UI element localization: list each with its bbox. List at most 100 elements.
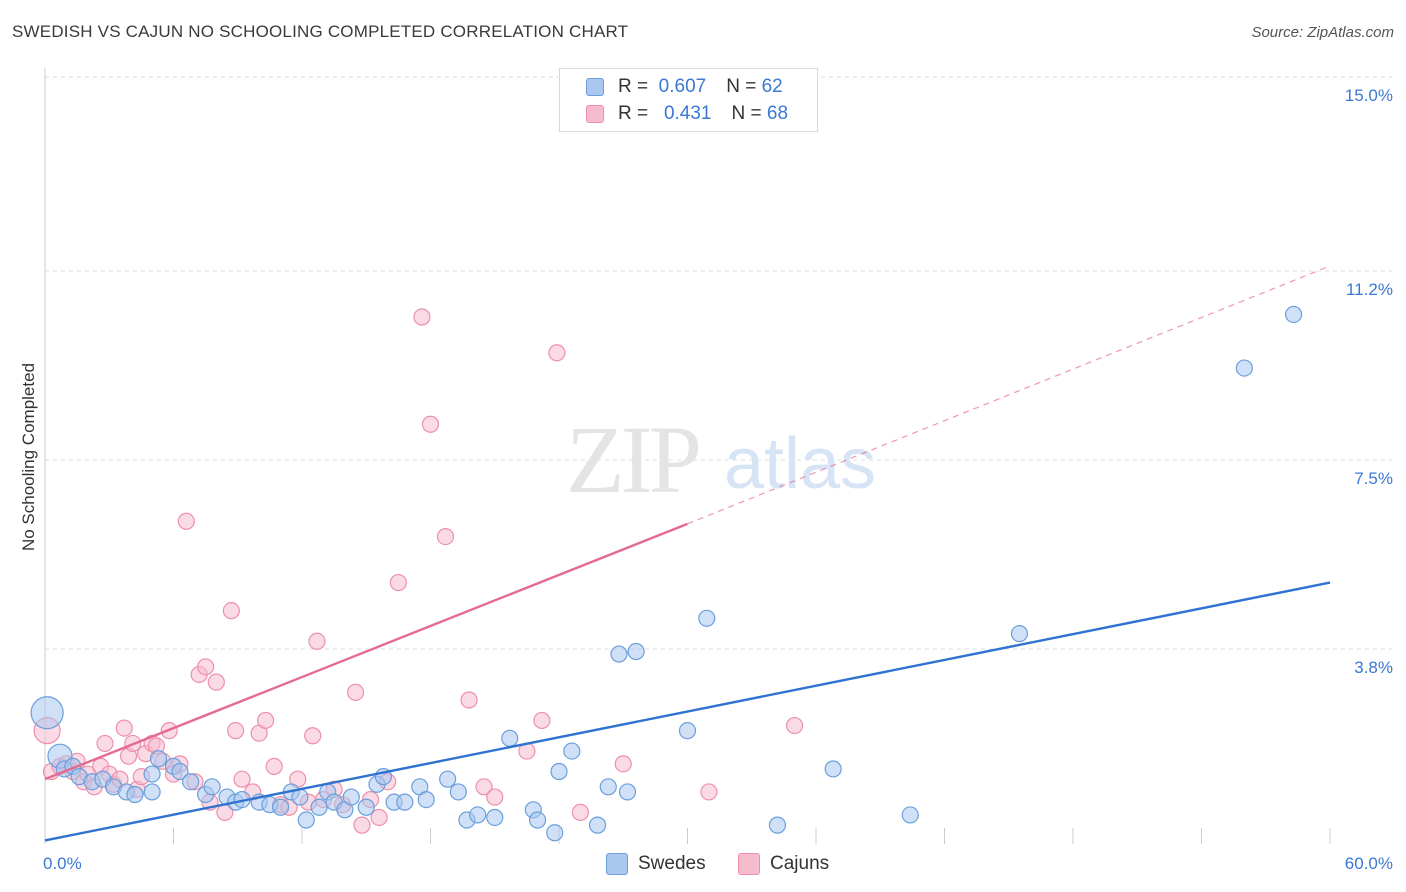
swedes-n-value: 62 xyxy=(761,76,783,97)
swede-point xyxy=(550,762,568,781)
swedes-r-value: 0.607 xyxy=(658,76,707,97)
trend-lines xyxy=(44,265,1331,842)
cajun-point xyxy=(197,658,215,676)
cajuns-trend-line xyxy=(44,522,688,781)
cajun-point xyxy=(353,816,371,834)
x-tick-label-min: 0.0% xyxy=(43,854,82,873)
swede-point xyxy=(901,806,919,824)
cajun-point xyxy=(785,716,804,735)
cajun-point xyxy=(222,602,240,620)
legend-row-swedes: R = 0.607 N = 62 xyxy=(586,75,783,99)
cajun-point xyxy=(207,673,225,691)
swede-point xyxy=(768,816,787,834)
cajun-point xyxy=(256,711,275,730)
watermark: ZIP atlas xyxy=(566,406,876,513)
cajun-point xyxy=(700,783,718,801)
swedes-r-label: R = xyxy=(618,76,649,97)
swede-point xyxy=(618,783,637,801)
swede-point xyxy=(469,806,487,824)
cajuns-points xyxy=(33,308,804,834)
watermark-atlas: atlas xyxy=(724,424,876,504)
cajun-point xyxy=(571,803,590,821)
cajun-point xyxy=(308,632,326,650)
y-tick-label: 3.8% xyxy=(1354,658,1393,677)
source-credit: Source: ZipAtlas.com xyxy=(1251,24,1394,41)
swede-point xyxy=(1284,305,1303,324)
y-axis-label: No Schooling Completed xyxy=(19,363,38,551)
swede-point xyxy=(449,783,467,801)
gridlines xyxy=(45,76,1392,650)
cajun-point xyxy=(460,691,478,709)
swede-point xyxy=(143,765,161,783)
swede-point xyxy=(143,783,161,801)
y-tick-label: 11.2% xyxy=(1346,280,1393,299)
cajun-point xyxy=(115,719,133,737)
swede-point xyxy=(297,811,315,829)
x-tick-label-max: 60.0% xyxy=(1345,854,1393,873)
cajun-point xyxy=(614,755,632,773)
cajun-point xyxy=(227,722,245,740)
swedes-swatch xyxy=(586,78,604,96)
swede-point xyxy=(396,793,414,811)
cajun-point xyxy=(370,808,388,827)
cajun-point xyxy=(346,683,365,701)
swede-point xyxy=(439,770,457,788)
cajuns-r-value: 0.431 xyxy=(663,103,712,124)
cajuns-swatch xyxy=(586,105,604,123)
y-tick-label: 7.5% xyxy=(1354,469,1393,488)
stats-legend: R = 0.607 N = 62 R = 0.431 N = 68 xyxy=(559,68,818,132)
swede-point xyxy=(588,816,607,834)
swede-point xyxy=(417,790,435,809)
swede-point xyxy=(271,798,290,816)
cajun-point xyxy=(177,512,195,530)
cajun-point xyxy=(413,308,431,326)
cajuns-r-label: R = xyxy=(618,103,649,124)
y-tick-label: 15.0% xyxy=(1345,86,1393,105)
swede-point xyxy=(599,778,617,796)
swede-point xyxy=(501,729,519,747)
swede-point xyxy=(528,811,547,829)
swede-point xyxy=(342,788,360,806)
swedes-trend-line xyxy=(44,581,1331,842)
swede-point xyxy=(563,742,581,760)
swede-point xyxy=(546,824,564,842)
cajuns-n-value: 68 xyxy=(766,103,789,124)
watermark-zip: ZIP xyxy=(566,406,699,513)
swede-point xyxy=(30,696,64,730)
swedes-legend-label: Swedes xyxy=(638,853,706,874)
swedes-points xyxy=(30,305,1303,842)
swede-point xyxy=(678,722,697,740)
swede-point xyxy=(203,778,221,796)
cajun-point xyxy=(304,727,322,745)
swede-point xyxy=(824,760,842,778)
cajun-point xyxy=(233,770,251,788)
cajun-point xyxy=(389,573,407,592)
swede-point xyxy=(171,762,189,781)
swede-point xyxy=(698,609,716,627)
swede-point xyxy=(310,798,328,816)
cajun-point xyxy=(475,778,493,796)
cajun-point xyxy=(486,788,504,806)
cajuns-n-label: N = xyxy=(731,103,762,124)
swedes-n-label: N = xyxy=(726,76,757,97)
swede-point xyxy=(486,808,504,827)
swede-point xyxy=(126,785,144,804)
cajun-point xyxy=(548,344,566,362)
swede-point xyxy=(1010,625,1029,643)
swedes-legend-swatch xyxy=(606,853,628,875)
legend-row-cajuns: R = 0.431 N = 68 xyxy=(586,102,788,126)
cajun-point xyxy=(436,527,455,546)
cajun-point xyxy=(265,757,283,776)
cajuns-legend-label: Cajuns xyxy=(770,853,830,874)
chart-title: SWEDISH VS CAJUN NO SCHOOLING COMPLETED … xyxy=(12,22,629,41)
cajun-point xyxy=(533,711,551,730)
swede-point xyxy=(149,750,168,768)
swede-point xyxy=(182,773,200,791)
legend-item-swedes[interactable]: Swedes xyxy=(606,852,706,876)
cajuns-trend-extension xyxy=(687,265,1331,525)
tick-labels: 3.8% 7.5% 11.2% 15.0% 0.0% 60.0% xyxy=(43,86,1393,873)
legend-item-cajuns[interactable]: Cajuns xyxy=(738,852,829,876)
swede-point xyxy=(627,642,645,661)
swede-point xyxy=(357,798,375,816)
